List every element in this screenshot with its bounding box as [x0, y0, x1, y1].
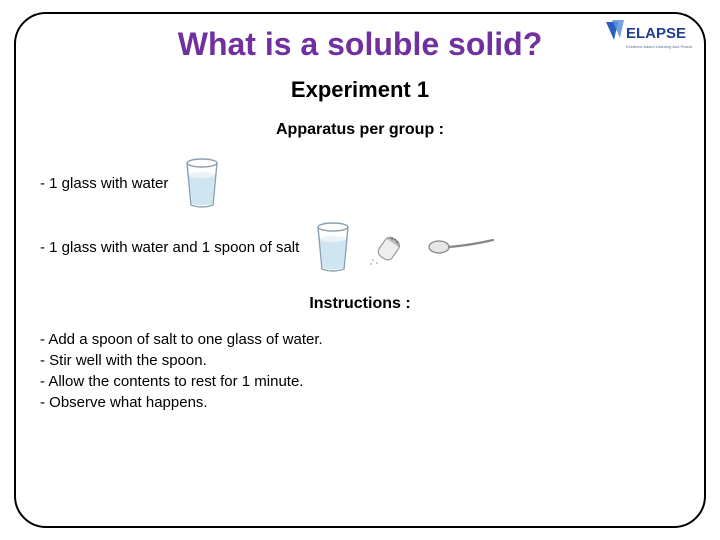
- apparatus-text: - 1 glass with water: [40, 175, 168, 192]
- instructions-heading: Instructions :: [40, 295, 680, 313]
- logo-text: ELAPSE: [626, 25, 686, 42]
- apparatus-heading: Apparatus per group :: [40, 121, 680, 139]
- spoon-icon: [427, 232, 497, 262]
- slide-frame: What is a soluble solid? Experiment 1 Ap…: [14, 12, 706, 528]
- apparatus-item: - 1 glass with water: [40, 157, 680, 209]
- instruction-line: - Stir well with the spoon.: [40, 352, 680, 369]
- glass-of-water-icon: [313, 221, 353, 273]
- glass-of-water-icon: [182, 157, 222, 209]
- apparatus-item: - 1 glass with water and 1 spoon of salt: [40, 221, 680, 273]
- elapse-logo: ELAPSE Evidence-based Learning And Pract…: [604, 18, 692, 58]
- page-title: What is a soluble solid?: [40, 26, 680, 63]
- salt-shaker-icon: [367, 226, 413, 268]
- instruction-line: - Allow the contents to rest for 1 minut…: [40, 373, 680, 390]
- experiment-subtitle: Experiment 1: [40, 77, 680, 103]
- apparatus-text: - 1 glass with water and 1 spoon of salt: [40, 239, 299, 256]
- logo-mark-icon: [606, 20, 624, 40]
- instruction-line: - Observe what happens.: [40, 394, 680, 411]
- instruction-line: - Add a spoon of salt to one glass of wa…: [40, 331, 680, 348]
- instructions-list: - Add a spoon of salt to one glass of wa…: [40, 331, 680, 411]
- svg-text:Evidence-based Learning And Pr: Evidence-based Learning And Practice Sci…: [626, 44, 692, 49]
